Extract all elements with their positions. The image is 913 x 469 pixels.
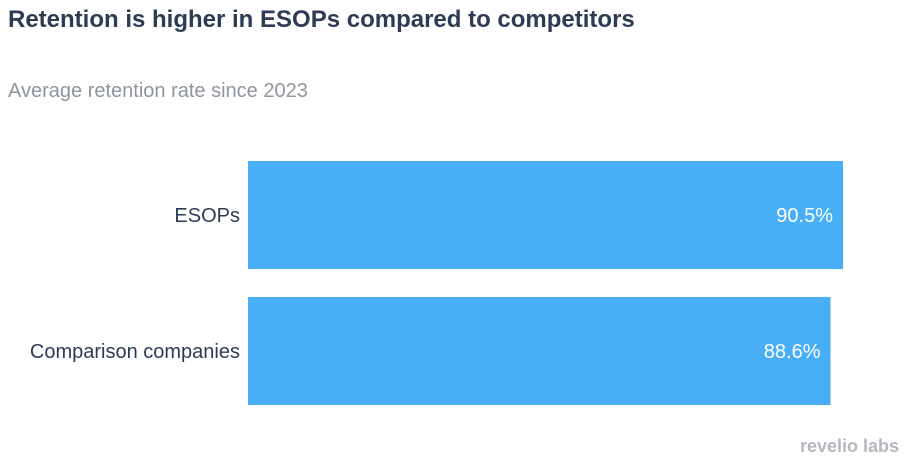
revelio-labs-logo: revelio labs (799, 436, 899, 456)
bars-group: ESOPs 90.5% Comparison companies 88.6% (30, 161, 843, 405)
chart-title: Retention is higher in ESOPs compared to… (8, 6, 635, 33)
bar-comparison-companies (248, 297, 831, 405)
chart-subtitle: Average retention rate since 2023 (8, 80, 308, 102)
bar-esops (248, 161, 843, 269)
category-label: Comparison companies (30, 341, 240, 363)
value-label: 88.6% (764, 341, 821, 363)
category-label: ESOPs (174, 205, 240, 227)
value-label: 90.5% (776, 205, 833, 227)
